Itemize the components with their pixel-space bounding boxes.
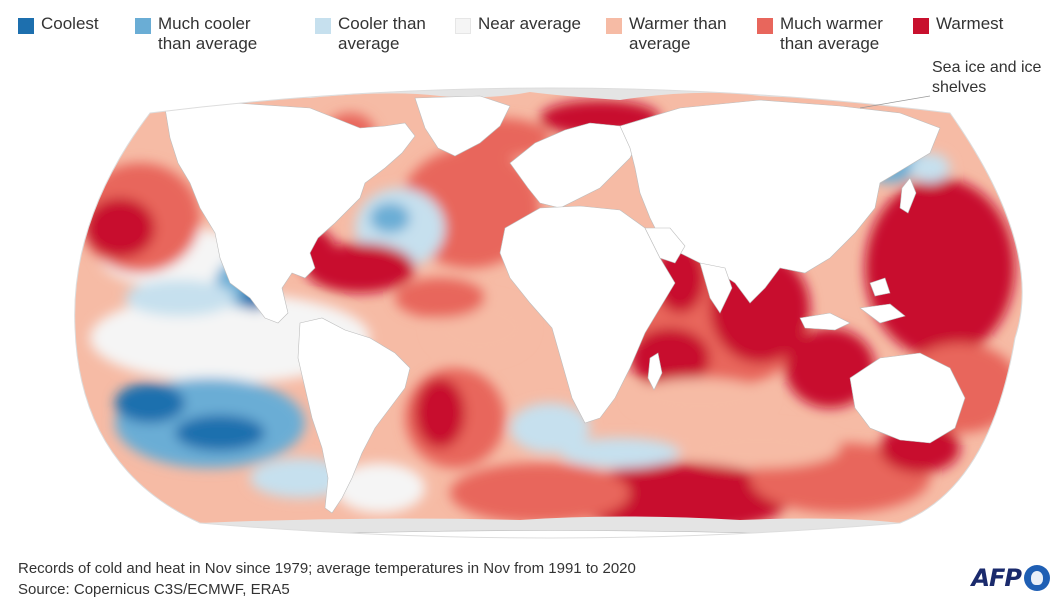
legend-swatch-much-cooler [135,18,151,34]
arabia [644,227,686,264]
legend-item-cooler: Cooler than average [315,14,435,54]
europe [509,122,641,209]
footer: Records of cold and heat in Nov since 19… [18,558,636,600]
footer-source: Source: Copernicus C3S/ECMWF, ERA5 [18,581,290,598]
legend-item-much-cooler: Much cooler than average [135,14,275,54]
afp-logo-icon [1024,565,1050,591]
legend-label-warmer: Warmer than average [629,14,727,53]
greenland [414,95,511,157]
madagascar [647,352,663,391]
legend-item-much-warmer: Much warmer than average [757,14,907,54]
legend-label-cooler: Cooler than average [338,14,426,53]
asia [619,99,941,304]
legend-item-coolest: Coolest [18,14,99,34]
legend-item-warmest: Warmest [913,14,1003,34]
footer-description: Records of cold and heat in Nov since 19… [18,560,636,577]
sea-ice-callout: Sea ice and ice shelves [932,59,1042,96]
legend-swatch-warmer [606,18,622,34]
legend-label-near-average: Near average [478,14,582,33]
legend-label-coolest: Coolest [41,14,99,33]
legend-swatch-coolest [18,18,34,34]
legend-swatch-warmest [913,18,929,34]
antarctica [199,530,901,538]
africa [499,205,676,424]
land-masses [164,95,1001,538]
japan [899,177,917,214]
legend-swatch-cooler [315,18,331,34]
world-map-svg [74,87,1023,539]
afp-logo-text: AFP [971,564,1022,592]
south-america [297,317,411,514]
legend-item-warmer: Warmer than average [606,14,736,54]
legend-label-warmest: Warmest [936,14,1004,33]
legend: Coolest Much cooler than average Cooler … [18,14,1058,64]
legend-label-much-warmer: Much warmer than average [780,14,883,53]
india [699,262,733,314]
new-zealand [989,437,1001,469]
indonesia [799,277,906,331]
callout-leader-line [859,95,931,109]
world-map [60,68,1040,548]
australia [849,352,966,444]
legend-swatch-near-average [455,18,471,34]
afp-logo: AFP [971,564,1050,592]
globe-outline [74,87,1023,539]
legend-item-near-average: Near average [455,14,581,34]
legend-swatch-much-warmer [757,18,773,34]
legend-label-much-cooler: Much cooler than average [158,14,258,53]
